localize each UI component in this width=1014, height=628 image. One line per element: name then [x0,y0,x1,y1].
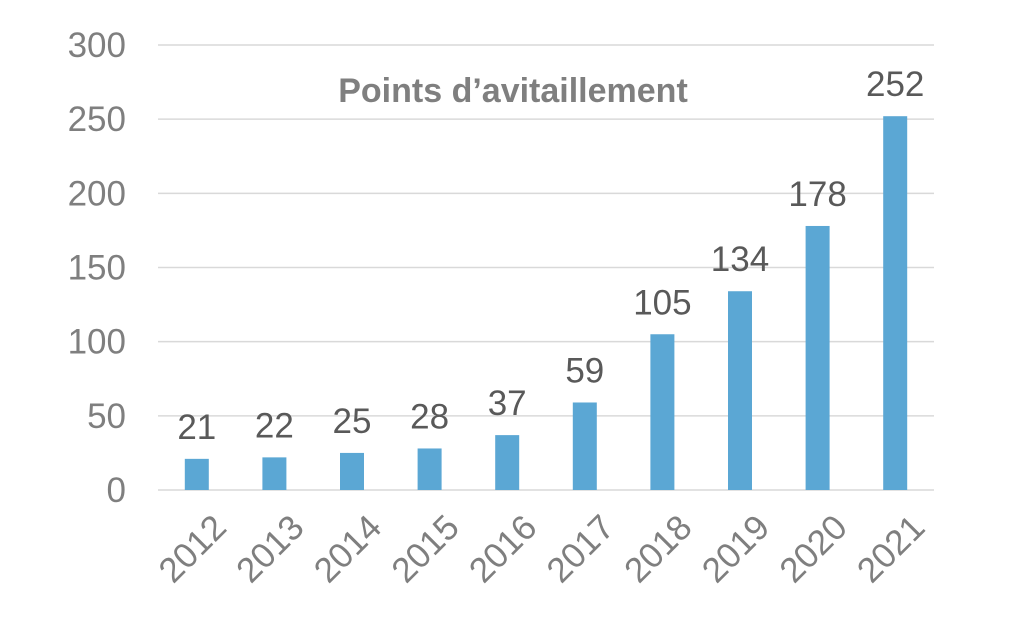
bar-2021 [883,116,908,490]
x-tick-label: 2019 [695,508,778,591]
y-tick-label: 100 [68,323,126,362]
bar-2018 [650,334,675,490]
y-tick-label: 0 [107,471,126,510]
data-label-2018: 105 [633,283,691,322]
data-label-2019: 134 [711,240,769,279]
data-label-2014: 25 [333,402,372,441]
y-axis-ticks: 0 50 100 150 200 250 300 [68,26,126,510]
bar-2016 [495,435,520,490]
bar-2020 [805,225,830,490]
gridlines [158,44,934,491]
y-tick-label: 200 [68,174,126,213]
bar-2012 [184,458,209,490]
bar-2014 [340,452,364,490]
x-tick-label: 2016 [462,508,545,591]
y-tick-label: 150 [68,249,126,288]
data-label-2020: 178 [788,175,846,214]
data-label-2013: 22 [255,406,294,445]
data-label-2017: 59 [565,351,604,390]
data-label-2016: 37 [488,384,527,423]
data-label-2021: 252 [866,65,924,104]
data-label-2015: 28 [410,397,449,436]
x-tick-label: 2017 [539,508,622,591]
x-tick-label: 2018 [617,508,700,591]
x-tick-label: 2012 [151,508,234,591]
bar-2017 [572,402,597,490]
y-tick-label: 300 [68,26,126,65]
x-tick-label: 2013 [229,508,312,591]
bar-2019 [728,291,752,490]
data-label-2012: 21 [177,408,216,447]
data-labels: 21 22 25 28 37 59 105 134 178 252 [177,65,924,447]
x-tick-label: 2020 [772,508,855,591]
chart-title: Points d’avitaillement [338,72,688,110]
y-tick-label: 250 [68,100,126,139]
x-tick-label: 2015 [384,508,467,591]
y-tick-label: 50 [87,397,126,436]
bar-2013 [262,457,287,490]
x-tick-label: 2014 [307,508,390,591]
bar-2015 [417,448,442,490]
bars [184,116,908,490]
x-tick-label: 2021 [850,508,933,591]
